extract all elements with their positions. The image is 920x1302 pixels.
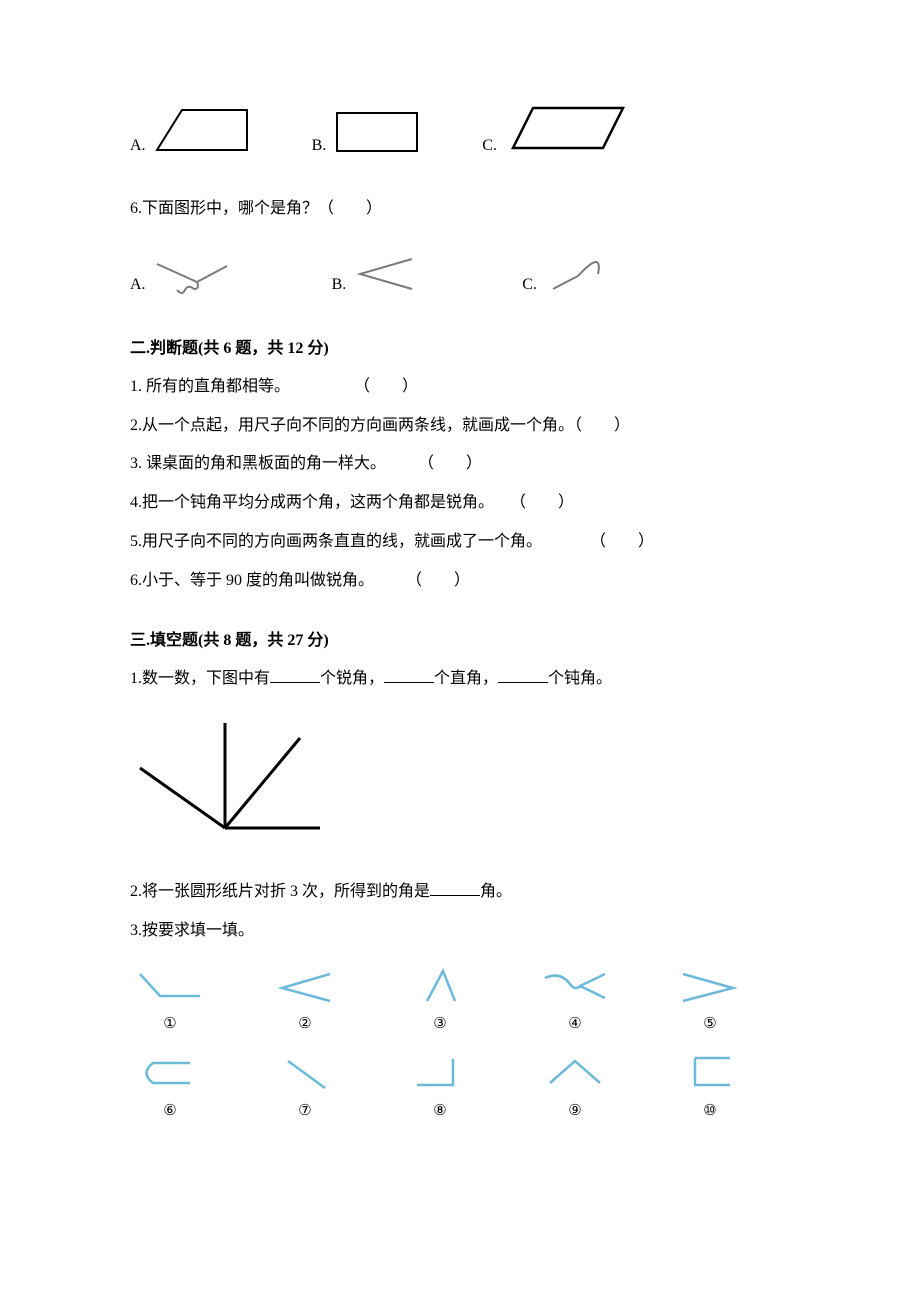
blank — [270, 666, 320, 683]
grid-cell: ⑥ — [130, 1053, 210, 1120]
s3-q1-mid2: 个直角， — [434, 670, 498, 687]
s3-q2: 2.将一张圆形纸片对折 3 次，所得到的角是 角。 — [130, 878, 800, 907]
grid-cell: ④ — [535, 966, 615, 1033]
q6-option-a: A. — [130, 254, 232, 294]
grid-cell: ⑨ — [535, 1053, 615, 1120]
s3-q1-end: 个钝角。 — [548, 670, 612, 687]
curve-hook-shape — [543, 254, 613, 294]
grid-label: ⑤ — [703, 1014, 716, 1033]
wavy-angle-shape — [152, 254, 232, 294]
grid-label: ② — [298, 1014, 311, 1033]
q6-text: 6.下面图形中，哪个是角？（ ） — [130, 195, 800, 224]
grid-label: ③ — [433, 1014, 446, 1033]
grid-cell: ⑦ — [265, 1053, 345, 1120]
q5-options: A. B. C. — [130, 100, 800, 155]
option-label: C. — [522, 276, 537, 294]
grid-label: ① — [163, 1014, 176, 1033]
grid-label: ⑥ — [163, 1101, 176, 1120]
s3-q1-pre: 1.数一数，下图中有 — [130, 670, 270, 687]
grid-cell: ⑧ — [400, 1053, 480, 1120]
grid-label: ⑦ — [298, 1101, 311, 1120]
grid-cell: ② — [265, 966, 345, 1033]
blank — [384, 666, 434, 683]
section2-heading: 二.判断题(共 6 题，共 12 分) — [130, 334, 800, 358]
angle-shape — [352, 254, 422, 294]
s3-q1: 1.数一数，下图中有 个锐角， 个直角， 个钝角。 — [130, 665, 800, 694]
s3-q2-end: 角。 — [480, 883, 512, 900]
blank — [430, 879, 480, 896]
grid-label: ⑨ — [568, 1101, 581, 1120]
s2-item: 2.从一个点起，用尺子向不同的方向画两条线，就画成一个角。（ ） — [130, 412, 800, 441]
s3-q1-figure — [130, 713, 800, 848]
rectangle-shape — [332, 105, 422, 155]
s2-item: 4.把一个钝角平均分成两个角，这两个角都是锐角。 （ ） — [130, 489, 800, 518]
option-label: A. — [130, 137, 146, 155]
option-label: A. — [130, 276, 146, 294]
s2-item: 6.小于、等于 90 度的角叫做锐角。 （ ） — [130, 567, 800, 596]
q6-option-c: C. — [522, 254, 613, 294]
shape-grid-row: ① ② ③ ④ ⑤ — [130, 966, 800, 1033]
q5-option-a: A. — [130, 105, 252, 155]
blank — [498, 666, 548, 683]
q5-option-b: B. — [312, 105, 423, 155]
trapezoid-shape — [152, 105, 252, 155]
grid-cell: ① — [130, 966, 210, 1033]
option-label: B. — [332, 276, 347, 294]
shape-grid-row: ⑥ ⑦ ⑧ ⑨ ⑩ — [130, 1053, 800, 1120]
grid-label: ⑧ — [433, 1101, 446, 1120]
grid-cell: ⑩ — [670, 1053, 750, 1120]
option-label: C. — [482, 137, 497, 155]
grid-cell: ③ — [400, 966, 480, 1033]
q6-options: A. B. C. — [130, 254, 800, 294]
option-label: B. — [312, 137, 327, 155]
s3-q3: 3.按要求填一填。 — [130, 917, 800, 946]
s3-q1-mid1: 个锐角， — [320, 670, 384, 687]
grid-label: ⑩ — [703, 1101, 716, 1120]
rhombus-shape — [503, 100, 633, 155]
grid-cell: ⑤ — [670, 966, 750, 1033]
q6-option-b: B. — [332, 254, 423, 294]
s2-item: 3. 课桌面的角和黑板面的角一样大。 （ ） — [130, 450, 800, 479]
s2-item: 5.用尺子向不同的方向画两条直直的线，就画成了一个角。 （ ） — [130, 528, 800, 557]
s3-q2-pre: 2.将一张圆形纸片对折 3 次，所得到的角是 — [130, 883, 430, 900]
grid-label: ④ — [568, 1014, 581, 1033]
s2-item: 1. 所有的直角都相等。 （ ） — [130, 373, 800, 402]
q5-option-c: C. — [482, 100, 633, 155]
section3-heading: 三.填空题(共 8 题，共 27 分) — [130, 626, 800, 650]
